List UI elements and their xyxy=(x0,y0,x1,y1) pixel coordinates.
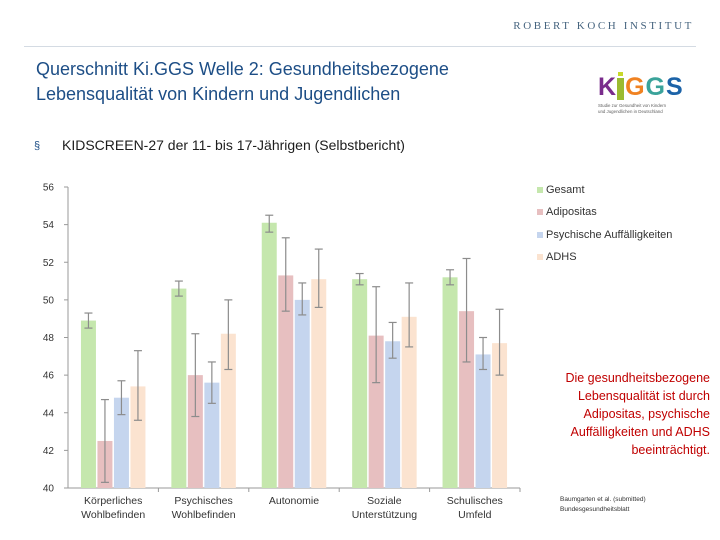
logo-tagline-line-1: Studie zur Gesundheit von Kindern xyxy=(598,103,667,108)
header-divider xyxy=(24,46,696,47)
title-line-2: Lebensqualität von Kindern und Jugendlic… xyxy=(36,84,401,104)
key-finding-note: Die gesundheitsbezogene Lebensqualität i… xyxy=(565,371,710,457)
x-category-label-4: Schulisches Umfeld xyxy=(447,495,503,521)
bar-1-0 xyxy=(171,288,187,488)
institute-name: ROBERT KOCH INSTITUT xyxy=(513,20,694,32)
bar-3-2 xyxy=(385,341,401,488)
legend-label-3: ADHS xyxy=(546,251,577,263)
legend-label-2: Psychische Auffälligkeiten xyxy=(546,228,673,241)
x-category-label-0: Körperliches Wohlbefinden xyxy=(81,495,145,521)
legend-swatch-3 xyxy=(537,254,543,260)
logo-letter-g1: G xyxy=(625,73,645,101)
title-line-1: Querschnitt Ki.GGS Welle 2: Gesundheitsb… xyxy=(36,59,449,79)
y-tick-label-46: 46 xyxy=(43,371,55,382)
x-category-label-3: Soziale Unterstützung xyxy=(352,495,418,521)
bar-4-1 xyxy=(459,311,475,488)
logo-letter-g2: G xyxy=(645,73,665,101)
legend-label-1: Adipositas xyxy=(546,206,597,218)
logo-letter-s: S xyxy=(665,73,683,101)
chart-legend: Gesamt Adipositas Psychische Auffälligkeit… xyxy=(537,183,672,273)
y-tick-label-48: 48 xyxy=(43,333,55,344)
bar-0-2 xyxy=(113,397,129,488)
legend-item-2: Psychische Auffälligkeiten xyxy=(537,228,672,241)
bullet-icon: § xyxy=(34,140,41,152)
y-tick-label-52: 52 xyxy=(43,258,55,269)
bar-3-3 xyxy=(401,316,417,488)
legend-item-0: Gesamt xyxy=(537,183,672,196)
citation-line-1: Baumgarten et al. (submitted) xyxy=(560,496,646,503)
bar-2-1 xyxy=(278,275,294,488)
bar-1-2 xyxy=(204,382,220,488)
page-title: Querschnitt Ki.GGS Welle 2: Gesundheitsb… xyxy=(36,57,536,107)
bar-2-2 xyxy=(294,299,310,488)
chart-subtitle: KIDSCREEN-27 der 11- bis 17-Jährigen (Se… xyxy=(62,137,405,153)
citation-line-2: Bundesgesundheitsblatt xyxy=(560,506,630,513)
bar-3-0 xyxy=(352,279,368,488)
y-tick-label-40: 40 xyxy=(43,484,55,495)
x-category-label-2: Autonomie xyxy=(269,495,319,507)
bar-1-1 xyxy=(187,375,203,488)
source-citation: Baumgarten et al. (submitted) Bundesgesu… xyxy=(560,495,646,515)
bar-4-0 xyxy=(442,277,458,488)
bar-3-1 xyxy=(368,335,384,488)
bar-2-0 xyxy=(261,222,277,488)
y-tick-label-56: 56 xyxy=(43,183,55,194)
legend-item-3: ADHS xyxy=(537,251,672,264)
y-tick-label-42: 42 xyxy=(43,446,55,457)
legend-label-0: Gesamt xyxy=(546,183,585,196)
y-tick-label-50: 50 xyxy=(43,295,55,306)
y-tick-label-54: 54 xyxy=(43,220,55,231)
bar-0-0 xyxy=(80,320,96,488)
legend-item-1: Adipositas xyxy=(537,206,672,219)
logo-tagline: Studie zur Gesundheit von Kindern und Ju… xyxy=(598,103,690,115)
legend-swatch-1 xyxy=(537,209,543,215)
bar-2-3 xyxy=(311,279,327,488)
y-tick-label-44: 44 xyxy=(43,408,55,419)
kiggs-logo: K G G S Studie zur Gesundheit von Kinder… xyxy=(598,72,690,115)
bar-1-3 xyxy=(220,333,236,488)
bar-0-3 xyxy=(130,386,146,488)
bar-4-3 xyxy=(492,343,508,488)
bar-4-2 xyxy=(475,354,491,488)
logo-letter-k: K xyxy=(598,73,617,101)
x-category-label-1: Psychisches Wohlbefinden xyxy=(172,495,236,521)
kiggs-logo-mark: K G G S xyxy=(598,72,690,100)
logo-tagline-line-2: und Jugendlichen in Deutschland xyxy=(598,109,663,114)
legend-swatch-0 xyxy=(537,186,543,193)
legend-swatch-2 xyxy=(537,231,543,238)
logo-letter-i xyxy=(617,72,625,100)
